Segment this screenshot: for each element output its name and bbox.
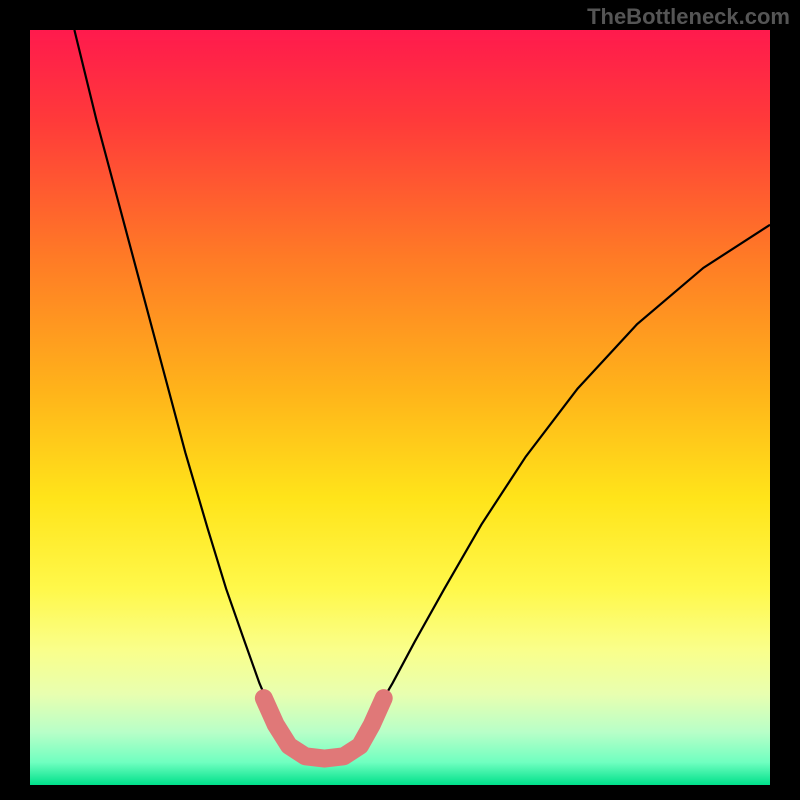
left-curve xyxy=(74,30,271,711)
valley-marker xyxy=(264,698,384,758)
curve-overlay xyxy=(30,30,770,785)
chart-area xyxy=(30,30,770,785)
watermark-text: TheBottleneck.com xyxy=(587,4,790,30)
chart-container: TheBottleneck.com xyxy=(0,0,800,800)
right-curve xyxy=(376,225,770,711)
